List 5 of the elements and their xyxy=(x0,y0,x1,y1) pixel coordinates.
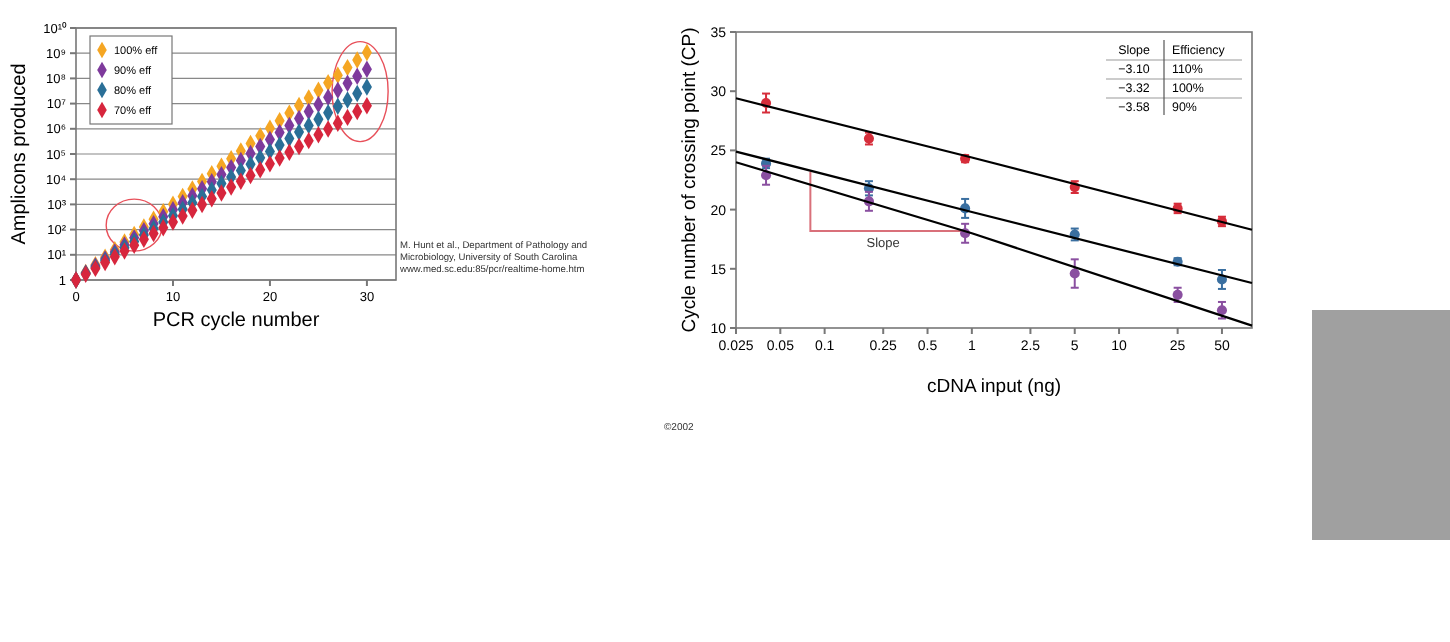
x-axis-title: cDNA input (ng) xyxy=(926,376,1062,398)
y-axis-title: Cycle number of crossing point (CP) xyxy=(678,27,701,333)
y-axis-title: Amplicons produced xyxy=(9,63,31,245)
x-axis-title: PCR cycle number xyxy=(152,310,321,332)
point xyxy=(1069,268,1080,279)
